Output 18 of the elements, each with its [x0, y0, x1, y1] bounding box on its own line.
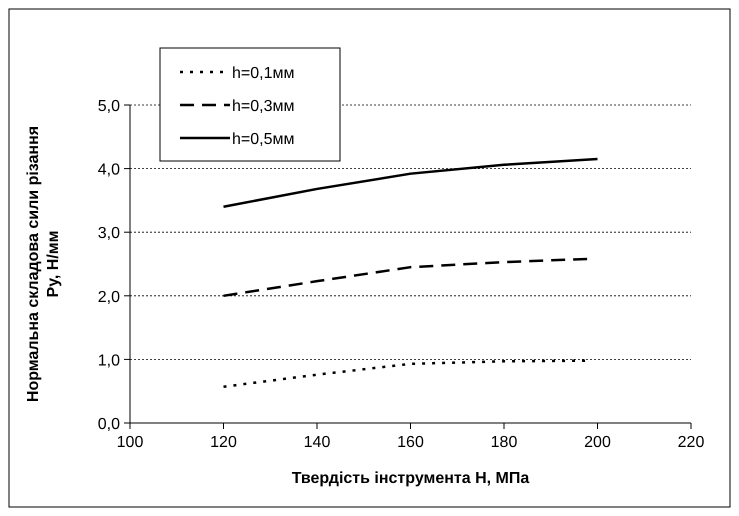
x-tick-label: 180 — [490, 434, 518, 451]
y-tick-label: 1,0 — [98, 352, 120, 370]
y-axis-title: Нормальна складова сили різання Py, Н/мм — [25, 126, 62, 402]
y-tick-label: 3,0 — [98, 225, 120, 242]
x-tick-label: 120 — [210, 434, 237, 451]
x-tick-label: 220 — [678, 434, 704, 451]
x-tick-label: 140 — [304, 434, 330, 451]
y-tick-label: 0,0 — [98, 416, 120, 433]
y-tick-label: 2,0 — [98, 288, 120, 306]
legend-label: h=0,1мм — [232, 65, 294, 82]
legend-label: h=0,3мм — [232, 98, 294, 115]
x-tick-label: 200 — [584, 434, 611, 451]
x-axis-title: Твердість інструмента Н, МПа — [292, 470, 530, 487]
x-tick-label: 100 — [116, 434, 144, 451]
x-tick-label: 160 — [397, 434, 424, 451]
legend-label: h=0,5мм — [232, 131, 294, 148]
y-tick-label: 5,0 — [98, 98, 120, 115]
y-tick-label: 4,0 — [98, 162, 120, 179]
